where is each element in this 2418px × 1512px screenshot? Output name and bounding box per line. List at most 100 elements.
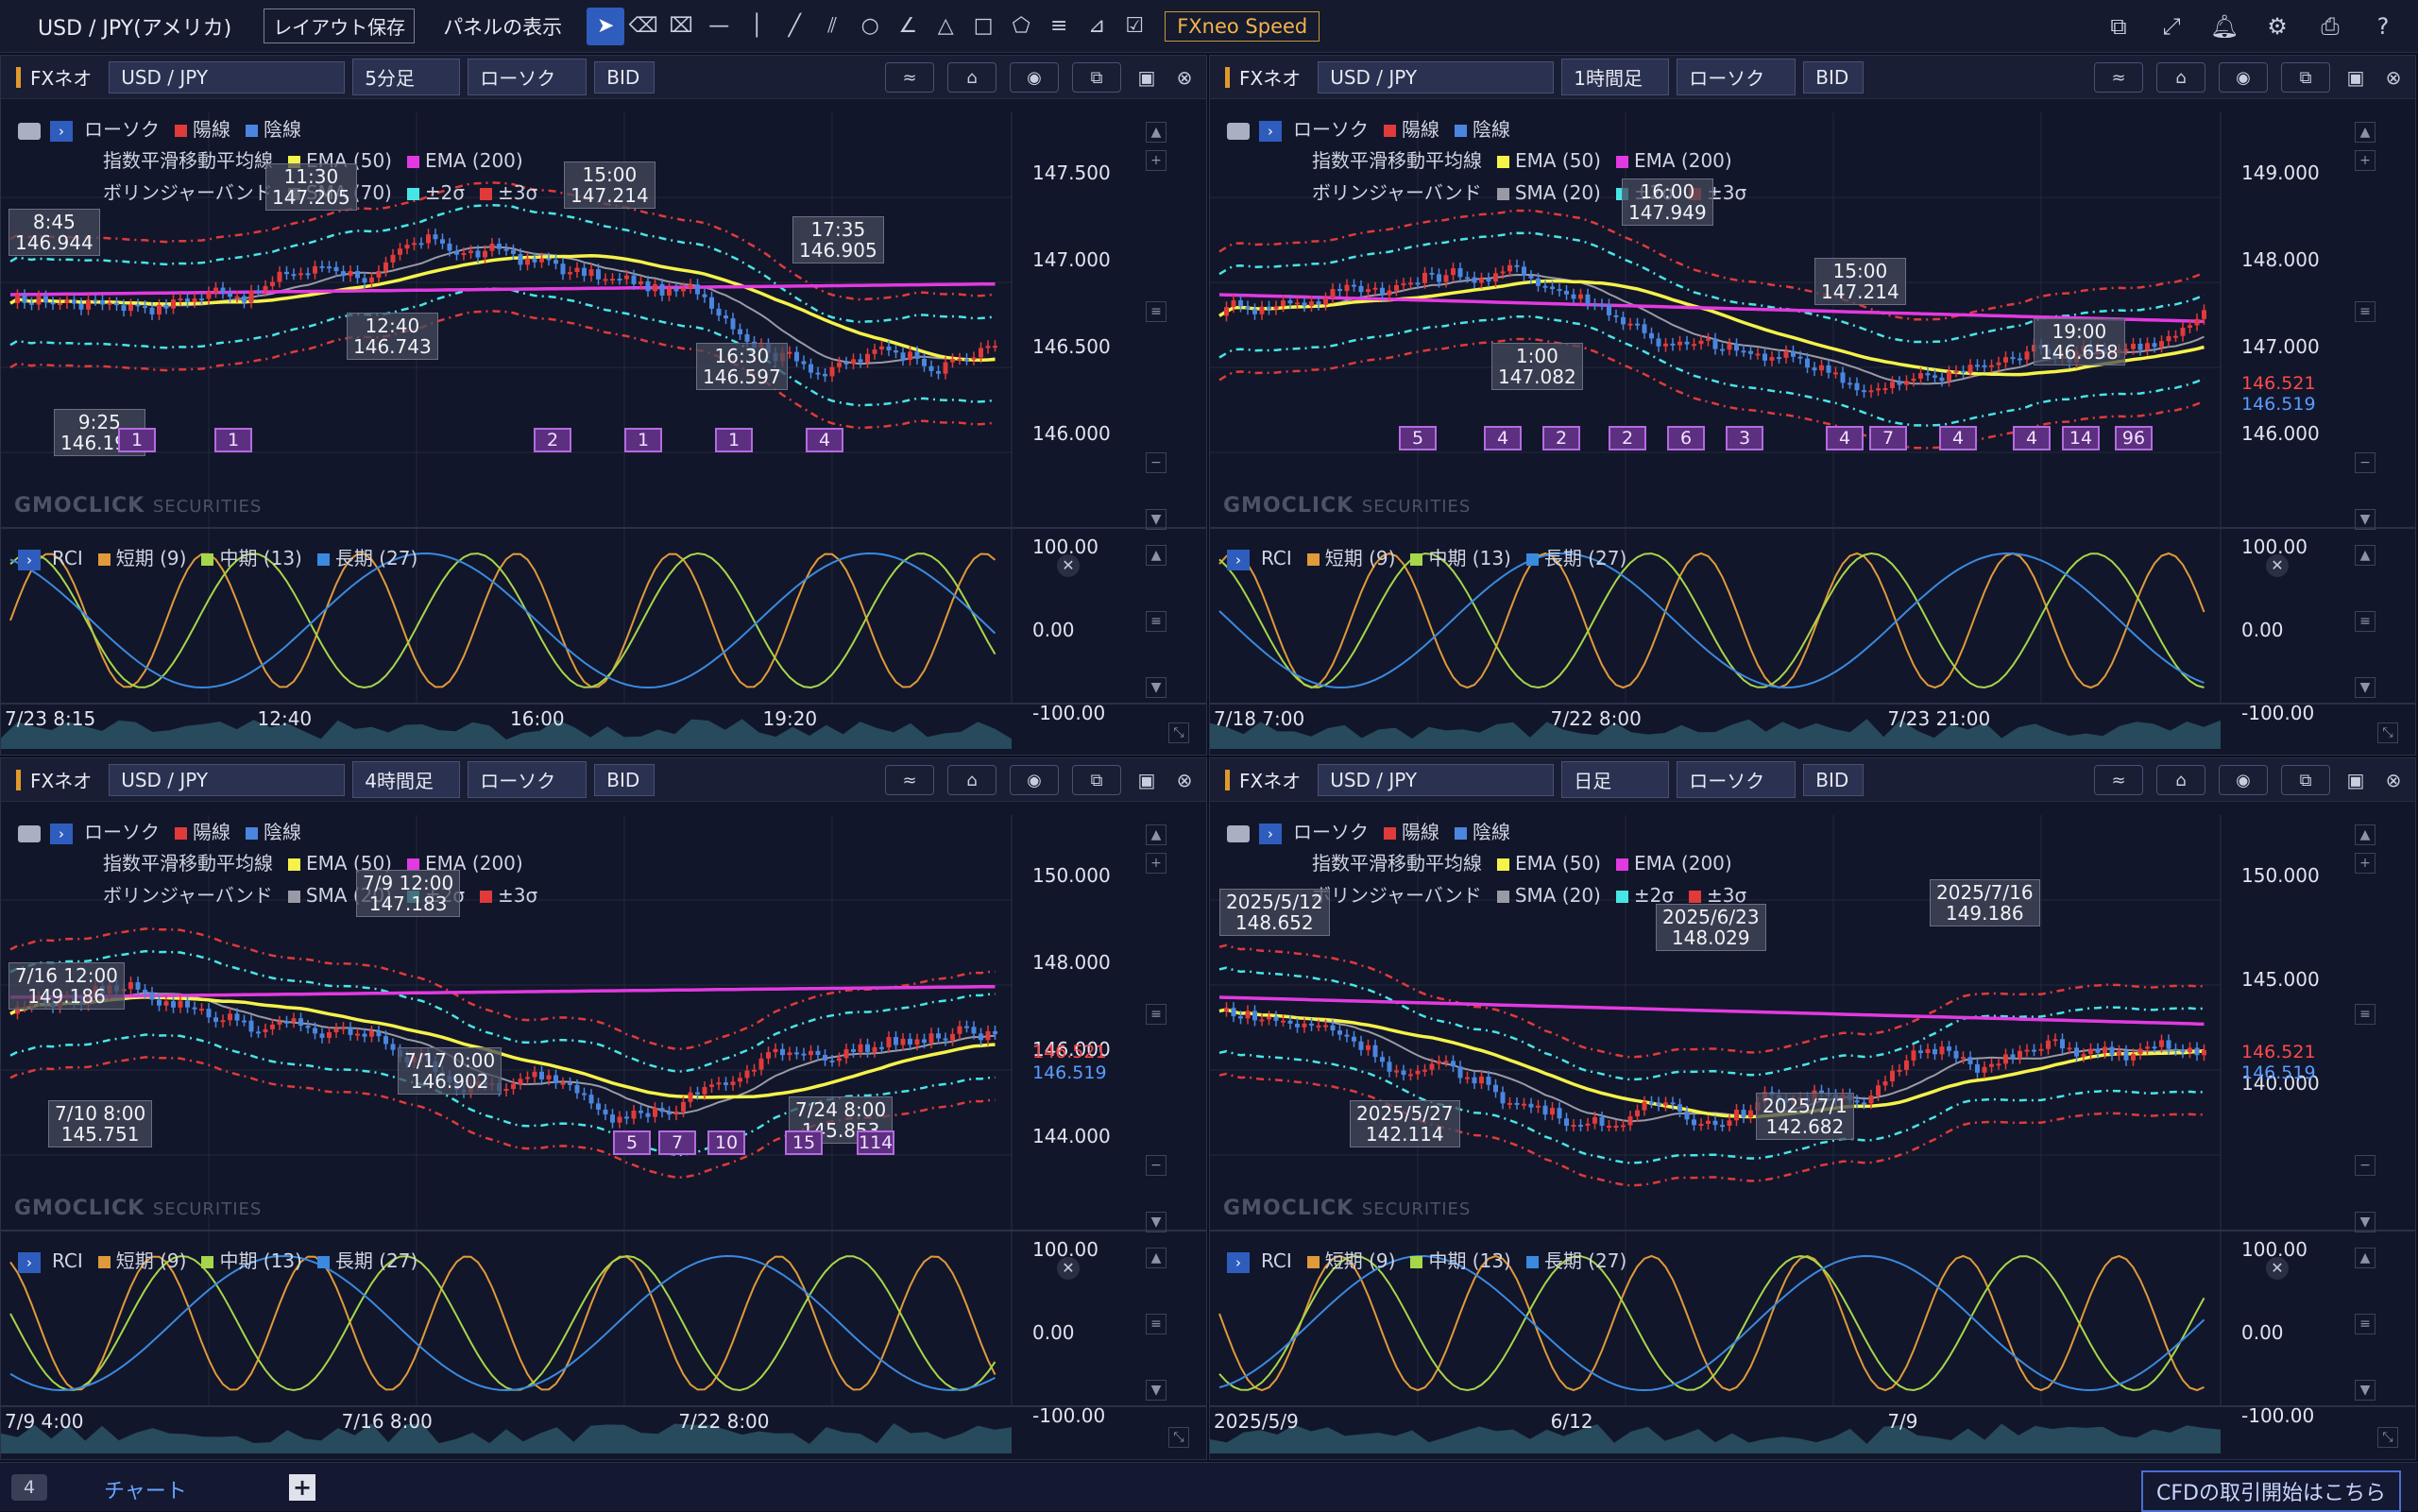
signal-badge[interactable]: 5 [613,1130,651,1155]
bell-icon[interactable]: 🔔︎ [2209,13,2239,40]
price-type-select[interactable]: BID [594,763,656,796]
close-icon[interactable]: ⊗ [1176,66,1193,89]
save-layout-button[interactable]: レイアウト保存 [264,8,416,43]
chart-settings-icon[interactable]: ⌂ [947,765,996,795]
chart-settings-icon[interactable]: ⌂ [2156,62,2205,93]
scale-control[interactable]: + [2355,150,2375,171]
close-rci-icon[interactable]: ✕ [1057,1257,1080,1280]
chart-type-select[interactable]: ローソク [468,761,587,798]
signal-badge[interactable]: 4 [2013,426,2051,450]
scale-control[interactable]: ▲ [1146,545,1166,566]
signal-badge[interactable]: 5 [1399,426,1437,450]
copy-icon[interactable]: ⧉ [2281,765,2330,795]
signal-badge[interactable]: 10 [707,1130,745,1155]
scale-control[interactable]: ▼ [2355,677,2375,698]
copy-icon[interactable]: ⧉ [1072,765,1121,795]
symbol-select[interactable]: USD / JPY [109,60,346,93]
eraser-all-icon[interactable]: ⌧ [669,14,693,38]
horizontal-line-icon[interactable]: — [708,14,730,38]
collapse-arrow-icon[interactable]: › [50,823,73,844]
print-icon[interactable]: ⎙ [2321,13,2340,40]
drag-handle[interactable] [16,66,21,88]
vertical-line-icon[interactable]: │ [750,14,763,38]
cursor-icon[interactable]: ➤ [587,7,625,45]
scale-control[interactable]: ≡ [1146,1004,1166,1025]
add-tab-button[interactable]: + [289,1474,315,1501]
signal-badge[interactable]: 1 [214,428,252,452]
indicator-icon[interactable]: ≈ [2094,765,2143,795]
close-rci-icon[interactable]: ✕ [2266,554,2289,577]
timeframe-select[interactable]: 5分足 [352,59,461,95]
symbol-title[interactable]: USD / JPY(アメリカ) [38,16,232,41]
scale-control[interactable]: ≡ [2355,1314,2375,1334]
gear-icon[interactable]: ⚙ [2267,13,2288,40]
chart-type-select[interactable]: ローソク [1677,59,1796,95]
signal-badge[interactable]: 2 [534,428,571,452]
scale-control[interactable]: − [2355,452,2375,473]
drag-handle[interactable] [1225,769,1230,790]
signal-badge[interactable]: 2 [1542,426,1580,450]
collapse-arrow-icon[interactable]: › [18,1251,41,1273]
signal-badge[interactable]: 114 [857,1130,894,1155]
signal-badge[interactable]: 2 [1609,426,1646,450]
chart-type-select[interactable]: ローソク [468,59,587,95]
price-type-select[interactable]: BID [1803,763,1865,796]
copy-icon[interactable]: ⧉ [1072,62,1121,93]
comment-icon[interactable] [1227,122,1250,140]
price-chart-svg[interactable] [1210,758,2416,1460]
expand-icon[interactable]: ⤡ [1168,722,1189,743]
scale-control[interactable]: ▲ [2355,122,2375,143]
collapse-arrow-icon[interactable]: › [1227,1251,1250,1273]
scale-control[interactable]: − [2355,1155,2375,1176]
scale-control[interactable]: + [1146,853,1166,874]
camera-icon[interactable]: ◉ [2219,62,2268,93]
expand-icon[interactable]: ⤡ [2377,1427,2398,1448]
scale-control[interactable]: ≡ [2355,611,2375,632]
collapse-arrow-icon[interactable]: › [1227,549,1250,570]
collapse-arrow-icon[interactable]: › [1259,120,1282,142]
scale-control[interactable]: ▼ [1146,1380,1166,1401]
fibonacci-icon[interactable]: ≡ [1049,14,1068,38]
signal-badge[interactable]: 7 [658,1130,696,1155]
comment-icon[interactable] [18,824,41,842]
maximize-icon[interactable]: ▣ [1137,769,1156,791]
fullscreen-icon[interactable]: ⤢ [2162,13,2181,40]
scale-control[interactable]: ▼ [2355,1212,2375,1232]
trend-line-icon[interactable]: ╱ [788,14,801,38]
eraser-icon[interactable]: ⌫ [628,14,658,38]
navigator-area[interactable] [1,719,1012,749]
scale-control[interactable]: ▼ [1146,677,1166,698]
signal-badge[interactable]: 4 [1939,426,1977,450]
signal-badge[interactable]: 3 [1726,426,1763,450]
signal-badge[interactable]: 15 [785,1130,823,1155]
scale-control[interactable]: + [2355,853,2375,874]
camera-icon[interactable]: ◉ [1010,62,1059,93]
fxneo-speed-button[interactable]: FXneo Speed [1165,10,1320,42]
comment-icon[interactable] [18,122,41,140]
rectangle-icon[interactable]: □ [973,14,994,38]
triangle-icon[interactable]: △ [937,14,954,38]
price-chart-svg[interactable] [1210,56,2416,756]
close-rci-icon[interactable]: ✕ [1057,554,1080,577]
chart-settings-icon[interactable]: ⌂ [947,62,996,93]
maximize-icon[interactable]: ▣ [1137,66,1156,89]
price-type-select[interactable]: BID [1803,60,1865,93]
scale-control[interactable]: ▼ [2355,1380,2375,1401]
signal-badge[interactable]: 4 [1484,426,1522,450]
close-rci-icon[interactable]: ✕ [2266,1257,2289,1280]
navigator-area[interactable] [1,1423,1012,1453]
comment-icon[interactable] [1227,824,1250,842]
expand-icon[interactable]: ⤡ [2377,722,2398,743]
indicator-icon[interactable]: ≈ [885,62,934,93]
collapse-arrow-icon[interactable]: › [1259,823,1282,844]
timeframe-select[interactable]: 日足 [1561,761,1670,798]
drag-handle[interactable] [16,769,21,790]
signal-badge[interactable]: 4 [806,428,843,452]
timeframe-select[interactable]: 1時間足 [1561,59,1670,95]
scale-control[interactable]: ≡ [1146,1314,1166,1334]
drag-handle[interactable] [1225,66,1230,88]
scale-control[interactable]: ▲ [1146,824,1166,845]
signal-badge[interactable]: 1 [715,428,753,452]
chart-type-select[interactable]: ローソク [1677,761,1796,798]
close-icon[interactable]: ⊗ [1176,769,1193,791]
